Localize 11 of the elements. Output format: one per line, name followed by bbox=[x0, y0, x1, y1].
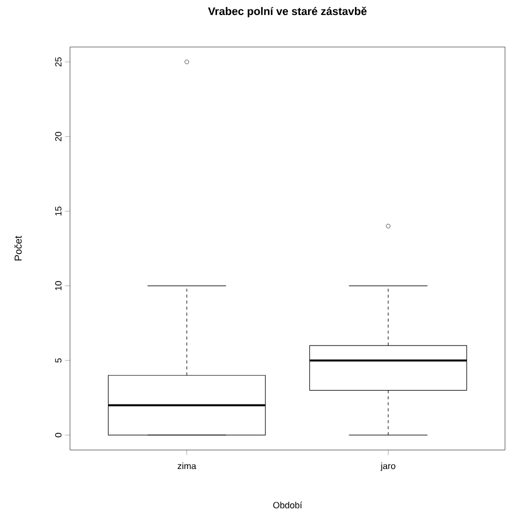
y-tick-label: 10 bbox=[55, 281, 62, 290]
x-tick-label: zima bbox=[178, 462, 196, 470]
y-tick-label: 25 bbox=[55, 57, 62, 66]
y-tick-label: 20 bbox=[55, 132, 62, 142]
y-tick-label: 0 bbox=[55, 432, 62, 438]
x-axis-title: Období bbox=[273, 502, 302, 508]
x-tick-label: jaro bbox=[380, 462, 396, 471]
chart-title: Vrabec polní ve staré zástavbě bbox=[208, 6, 367, 18]
y-tick-label: 5 bbox=[55, 358, 62, 363]
y-tick-label: 15 bbox=[55, 206, 62, 216]
y-axis-title: Počet bbox=[14, 236, 22, 260]
